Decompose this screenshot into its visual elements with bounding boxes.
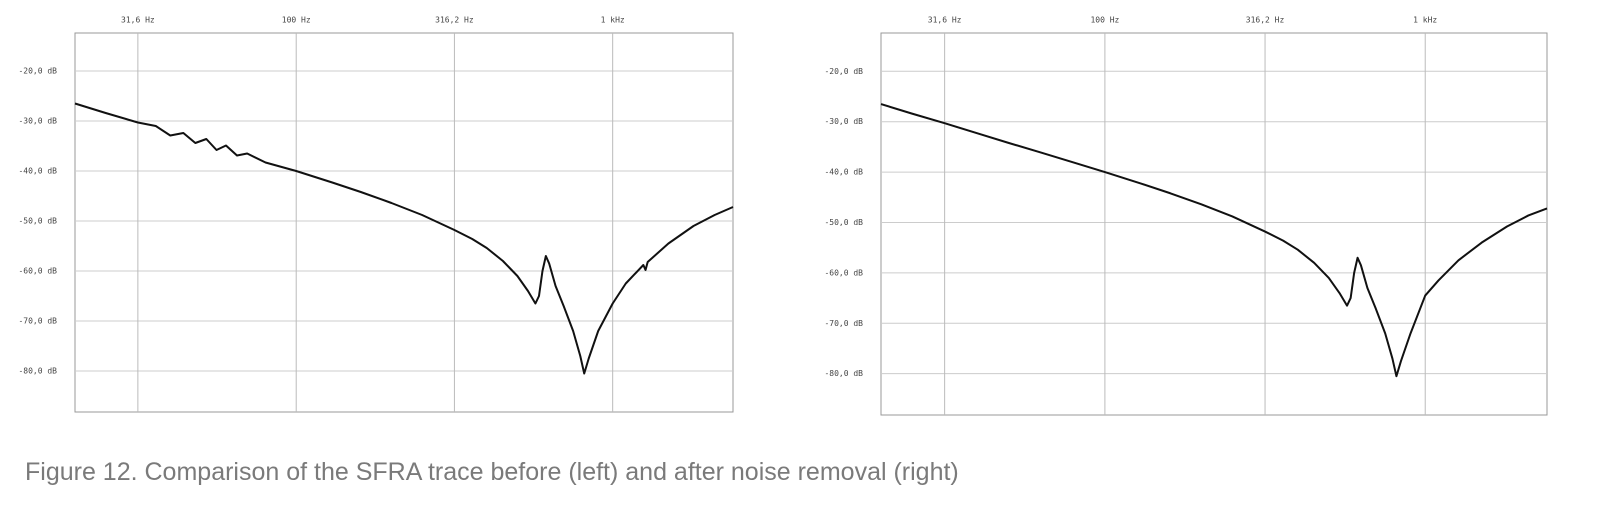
x-tick-label: 31,6 Hz xyxy=(121,16,155,25)
trace xyxy=(880,103,1548,378)
x-tick-label: 100 Hz xyxy=(282,16,311,25)
plot-area xyxy=(880,32,1548,416)
x-tick-label: 31,6 Hz xyxy=(928,16,962,25)
y-tick-label: -60,0 dB xyxy=(824,268,863,277)
y-tick-label: -50,0 dB xyxy=(824,218,863,227)
plot-area xyxy=(74,32,734,413)
y-tick-label: -60,0 dB xyxy=(18,267,57,276)
y-tick-label: -70,0 dB xyxy=(18,317,57,326)
y-tick-label: -30,0 dB xyxy=(18,117,57,126)
x-tick-label: 316,2 Hz xyxy=(1246,16,1285,25)
x-tick-label: 100 Hz xyxy=(1090,16,1119,25)
y-tick-label: -80,0 dB xyxy=(18,367,57,376)
y-tick-label: -50,0 dB xyxy=(18,217,57,226)
charts: -20,0 dB -30,0 dB -40,0 dB -50,0 dB -60,0 dB… xyxy=(18,16,1548,416)
x-tick-label: 316,2 Hz xyxy=(435,16,474,25)
y-tick-label: -30,0 dB xyxy=(824,117,863,126)
y-tick-label: -20,0 dB xyxy=(824,67,863,76)
y-tick-label: -70,0 dB xyxy=(824,319,863,328)
y-tick-label: -40,0 dB xyxy=(18,167,57,176)
y-tick-label: -20,0 dB xyxy=(18,67,57,76)
trace xyxy=(74,102,734,375)
x-tick-label: 1 kHz xyxy=(1413,16,1437,25)
caption: Figure 12. Comparison of the SFRA trace … xyxy=(25,458,959,486)
y-tick-label: -80,0 dB xyxy=(824,369,863,378)
x-tick-label: 1 kHz xyxy=(601,16,625,25)
y-tick-label: -40,0 dB xyxy=(824,168,863,177)
